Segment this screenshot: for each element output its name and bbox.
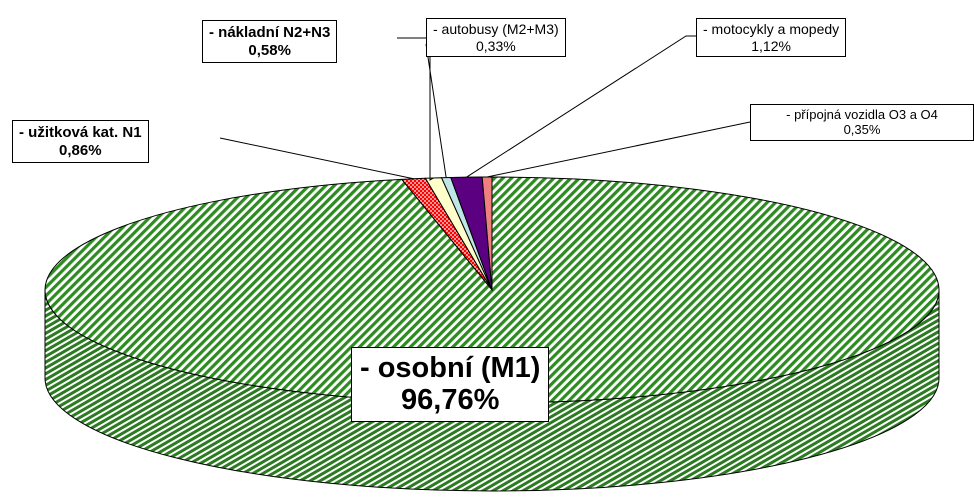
label-uzitkova-value: 0,86%: [59, 141, 102, 159]
label-nakladni-value: 0,58%: [248, 41, 291, 59]
label-autobusy: - autobusy (M2+M3) 0,33%: [426, 18, 566, 58]
label-nakladni-name: - nákladní N2+N3: [209, 24, 331, 41]
leader-line-n-kladn-n2-n3: [397, 37, 434, 181]
label-motocykly: - motocykly a mopedy 1,12%: [696, 18, 847, 58]
leader-line-p-pojn-vozidla-o3-a-o4: [486, 121, 751, 178]
label-uzitkova-name: - užitková kat. N1: [19, 124, 142, 141]
label-motocykly-value: 1,12%: [751, 37, 791, 54]
leader-line-autobusy-m2-m3: [425, 43, 447, 178]
label-pripojna: - přípojná vozidla O3 a O4 0,35%: [750, 104, 974, 141]
label-motocykly-name: - motocykly a mopedy: [703, 21, 840, 37]
label-nakladni: - nákladní N2+N3 0,58%: [202, 20, 338, 64]
leader-line-motocykly-a-mopedy: [466, 35, 696, 178]
label-osobni-name: - osobní (M1): [360, 352, 541, 384]
label-osobni: - osobní (M1) 96,76%: [351, 347, 550, 422]
label-autobusy-value: 0,33%: [475, 37, 516, 54]
label-uzitkova: - užitková kat. N1 0,86%: [12, 120, 149, 164]
label-osobni-value: 96,76%: [401, 384, 500, 417]
leader-line-u-itkov-kat-n1: [219, 137, 414, 180]
label-autobusy-name: - autobusy (M2+M3): [433, 21, 559, 37]
label-pripojna-value: 0,35%: [843, 122, 881, 138]
label-pripojna-name: - přípojná vozidla O3 a O4: [786, 107, 938, 122]
